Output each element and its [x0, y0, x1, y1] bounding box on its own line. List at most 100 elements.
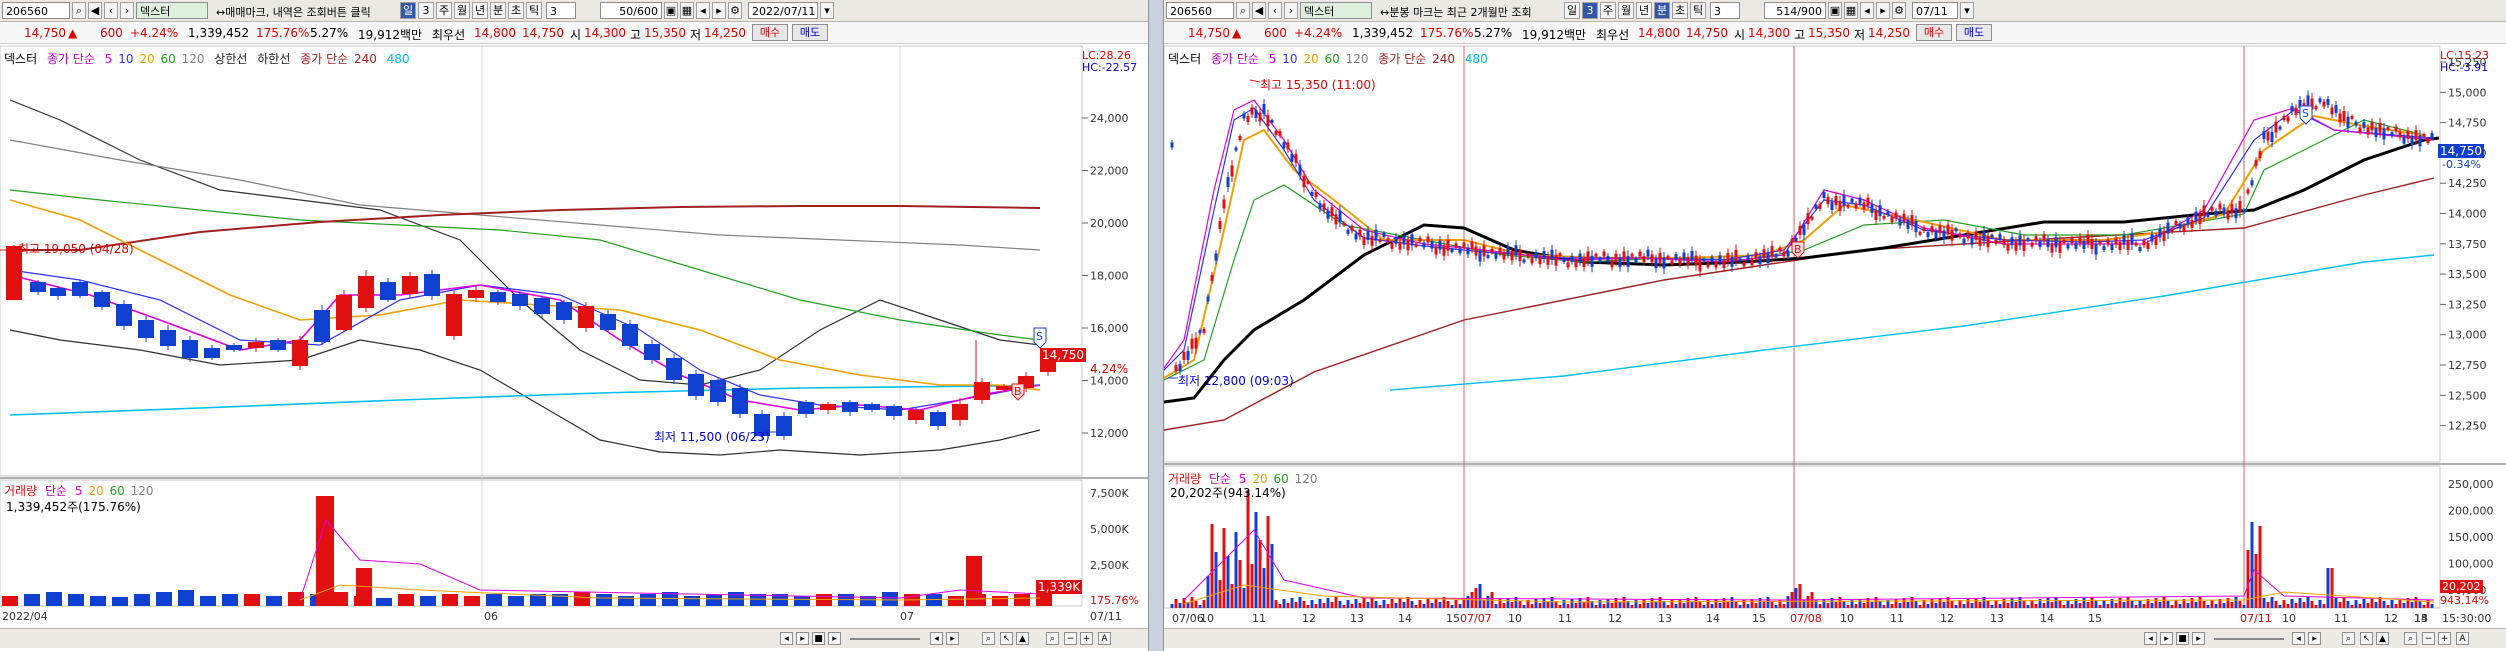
scroll-left-icon[interactable]: ◂	[1860, 2, 1874, 19]
buy-button[interactable]: 매수	[1916, 24, 1952, 41]
settings-icon[interactable]: ⚙	[728, 2, 742, 19]
stock-code-input[interactable]: 206560	[2, 2, 70, 19]
period-week[interactable]: 주	[1600, 2, 1616, 19]
candle-body	[2026, 238, 2030, 242]
scroll-lock-icon[interactable]: ◂	[2292, 632, 2305, 645]
next-stock-icon[interactable]: ›	[1284, 2, 1298, 19]
volume-bar	[1326, 598, 1330, 608]
volume-value: 1,339,452	[188, 26, 250, 40]
period-year[interactable]: 년	[1636, 2, 1652, 19]
settings-icon[interactable]: ⚙	[1892, 2, 1906, 19]
period-second[interactable]: 초	[1672, 2, 1688, 19]
volume-bar	[1198, 605, 1202, 608]
text-tool-icon[interactable]: A	[1098, 632, 1111, 645]
period-multiplier[interactable]: 3	[1582, 2, 1598, 19]
period-minute[interactable]: 분	[490, 2, 506, 19]
period-multiplier[interactable]: 3	[418, 2, 434, 19]
scroll-prev-icon[interactable]: ▸	[796, 632, 809, 645]
search-icon[interactable]: ⌕	[1236, 2, 1250, 19]
period-tick[interactable]: 틱	[1690, 2, 1706, 19]
zoom-fit-icon[interactable]: ▸	[2308, 632, 2321, 645]
scroll-track[interactable]	[850, 638, 920, 640]
stop-icon[interactable]: ■	[2176, 632, 2189, 645]
zoom-icon[interactable]: ⌕	[982, 632, 995, 645]
stock-code-input[interactable]: 206560	[1166, 2, 1234, 19]
speaker-icon[interactable]: ◀	[88, 2, 102, 19]
grid-icon[interactable]: ▦	[680, 2, 694, 19]
zoom-fit-icon[interactable]: ▸	[946, 632, 959, 645]
cursor-icon[interactable]: ↖	[1000, 632, 1013, 645]
tick-value-input[interactable]: 3	[1710, 2, 1740, 19]
search-zoom-icon[interactable]: ⌕	[2404, 632, 2417, 645]
candle-body	[2078, 236, 2082, 244]
zoom-in-icon[interactable]: +	[1080, 632, 1093, 645]
period-month[interactable]: 월	[1618, 2, 1634, 19]
candle-body	[138, 320, 154, 338]
period-tick[interactable]: 틱	[526, 2, 542, 19]
minute-chart-canvas[interactable]: 15,25015,00014,75014,50014,25014,00013,7…	[1164, 0, 2506, 651]
tick-value-input[interactable]: 3	[546, 2, 576, 19]
scroll-end-icon[interactable]: ▸	[2192, 632, 2205, 645]
calendar-icon[interactable]: ▾	[1960, 2, 1974, 19]
candle-body	[2350, 115, 2354, 119]
scroll-right-icon[interactable]: ▸	[1876, 2, 1890, 19]
period-month[interactable]: 월	[454, 2, 470, 19]
zoom-out-icon[interactable]: −	[1064, 632, 1077, 645]
search-zoom-icon[interactable]: ⌕	[1046, 632, 1059, 645]
daily-chart-canvas[interactable]: 24,000 22,000 20,000 18,000 16,000 14,000 12,0…	[0, 0, 1148, 651]
lock-icon[interactable]: ▣	[1828, 2, 1842, 19]
cursor-icon[interactable]: ↖	[2360, 632, 2373, 645]
zoom-out-icon[interactable]: −	[2422, 632, 2435, 645]
scroll-track[interactable]	[2214, 638, 2284, 640]
open-price: 14,300	[584, 26, 626, 40]
period-week[interactable]: 주	[436, 2, 452, 19]
candle-body	[116, 304, 132, 326]
stock-name-field[interactable]: 덱스터	[136, 2, 208, 19]
speaker-icon[interactable]: ◀	[1252, 2, 1266, 19]
period-second[interactable]: 초	[508, 2, 524, 19]
lock-icon[interactable]: ▣	[664, 2, 678, 19]
prev-stock-icon[interactable]: ‹	[1268, 2, 1282, 19]
zoom-in-icon[interactable]: +	[2438, 632, 2451, 645]
sell-button[interactable]: 매도	[792, 24, 828, 41]
text-tool-icon[interactable]: A	[2456, 632, 2469, 645]
stop-icon[interactable]: ■	[812, 632, 825, 645]
x-axis-label: 07/07	[1460, 612, 1492, 625]
search-icon[interactable]: ⌕	[72, 2, 86, 19]
sell-button[interactable]: 매도	[1956, 24, 1992, 41]
scroll-first-icon[interactable]: ◂	[2144, 632, 2157, 645]
prev-stock-icon[interactable]: ‹	[104, 2, 118, 19]
date-input[interactable]: 2022/07/11	[748, 2, 818, 19]
period-year[interactable]: 년	[472, 2, 488, 19]
volume-bar	[1802, 600, 1806, 608]
stock-name-field[interactable]: 덱스터	[1300, 2, 1372, 19]
calendar-icon[interactable]: ▾	[820, 2, 834, 19]
volume-bar	[1542, 598, 1546, 608]
pane-divider[interactable]	[1148, 0, 1164, 651]
volume-bar	[1658, 597, 1662, 608]
zoom-icon[interactable]: ⌕	[2342, 632, 2355, 645]
chart-type-icon[interactable]: ▲	[2376, 632, 2389, 645]
period-day[interactable]: 일	[400, 2, 416, 19]
next-stock-icon[interactable]: ›	[120, 2, 134, 19]
scroll-end-icon[interactable]: ▸	[828, 632, 841, 645]
candle-body	[2374, 128, 2378, 138]
chart-type-icon[interactable]: ▲	[1016, 632, 1029, 645]
volume-bar	[1482, 600, 1486, 608]
grid-icon[interactable]: ▦	[1844, 2, 1858, 19]
volume-bar	[2346, 601, 2350, 608]
candle-body	[1506, 246, 1510, 255]
buy-button[interactable]: 매수	[752, 24, 788, 41]
scroll-left-icon[interactable]: ◂	[696, 2, 710, 19]
candle-body	[2074, 242, 2078, 249]
scroll-first-icon[interactable]: ◂	[780, 632, 793, 645]
data-count-input[interactable]: 50/600	[600, 2, 662, 19]
period-minute[interactable]: 분	[1654, 2, 1670, 19]
scroll-prev-icon[interactable]: ▸	[2160, 632, 2173, 645]
period-day[interactable]: 일	[1564, 2, 1580, 19]
date-input[interactable]: 07/11	[1912, 2, 1958, 19]
scroll-lock-icon[interactable]: ◂	[930, 632, 943, 645]
data-count-input[interactable]: 514/900	[1764, 2, 1826, 19]
scroll-right-icon[interactable]: ▸	[712, 2, 726, 19]
ma60-line	[9, 189, 1041, 341]
